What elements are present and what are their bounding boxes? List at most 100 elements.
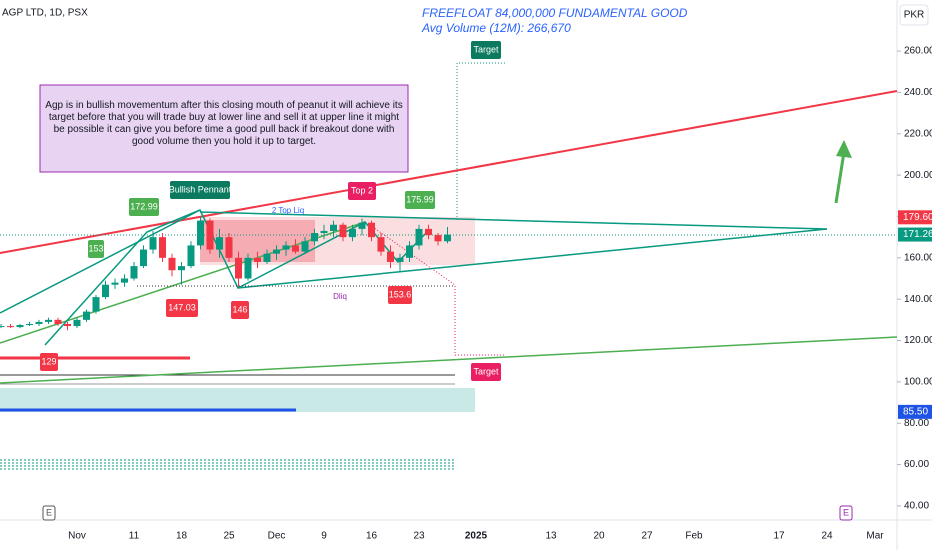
candle-body bbox=[368, 222, 375, 238]
text-box-text: Agp is in bullish movementum after this … bbox=[45, 100, 403, 147]
candle-body bbox=[45, 319, 52, 322]
candle-body bbox=[292, 245, 299, 252]
currency-box[interactable] bbox=[899, 4, 929, 26]
zone bbox=[0, 388, 475, 412]
x-tick-label: 25 bbox=[223, 531, 235, 542]
text-box-content: Agp is in bullish movementum after this … bbox=[45, 100, 403, 147]
callout-label: 153.6 bbox=[389, 289, 412, 299]
candle-body bbox=[187, 245, 195, 267]
price-label: 85.50 bbox=[903, 407, 928, 418]
trendline bbox=[199, 211, 828, 230]
y-tick-label: 240.00 bbox=[904, 87, 932, 98]
candle-body bbox=[73, 319, 81, 327]
price-label-box bbox=[898, 227, 932, 242]
candle-body bbox=[35, 321, 43, 324]
y-tick-label: 260.00 bbox=[904, 46, 932, 57]
candle-body bbox=[206, 220, 214, 250]
callout-label: 172.99 bbox=[130, 201, 158, 211]
callout-box bbox=[348, 182, 376, 200]
candle-body bbox=[377, 237, 385, 252]
x-tick-label: Nov bbox=[68, 531, 86, 542]
x-tick-label: 20 bbox=[593, 531, 605, 542]
candle-body bbox=[444, 234, 451, 242]
candle-body bbox=[406, 245, 413, 258]
trendline bbox=[0, 90, 898, 254]
x-tick-label: 11 bbox=[129, 531, 140, 542]
callout-label: 153 bbox=[88, 243, 103, 253]
candle-body bbox=[159, 237, 166, 258]
x-tick-label: 17 bbox=[773, 531, 785, 542]
candle-body bbox=[121, 278, 128, 283]
candle-body bbox=[254, 257, 261, 262]
candle-body bbox=[263, 253, 271, 262]
arrow-head bbox=[836, 140, 852, 158]
callout-label: 147.03 bbox=[168, 302, 196, 312]
candle-body bbox=[178, 266, 185, 271]
trendline bbox=[0, 336, 898, 384]
text-box bbox=[39, 84, 409, 173]
event-marker bbox=[42, 505, 56, 521]
candle-body bbox=[149, 237, 157, 250]
callout-box bbox=[166, 299, 198, 317]
x-tick-label: 2025 bbox=[465, 531, 488, 542]
currency[interactable]: PKR bbox=[904, 10, 925, 21]
callout-box bbox=[471, 363, 501, 381]
x-tick-label: Feb bbox=[685, 531, 703, 542]
x-tick-label: Dec bbox=[268, 531, 286, 542]
x-tick-label: 16 bbox=[366, 531, 378, 542]
candle-body bbox=[301, 241, 309, 252]
callout-box bbox=[170, 181, 230, 199]
y-tick-label: 120.00 bbox=[904, 335, 932, 346]
x-tick-label: Mar bbox=[866, 531, 884, 542]
candle-body bbox=[339, 224, 347, 238]
note-label: 2 Top Liq bbox=[272, 206, 304, 215]
callout-label: 146 bbox=[232, 304, 247, 314]
x-tick-label: 13 bbox=[545, 531, 557, 542]
candle-body bbox=[358, 222, 366, 229]
candle-body bbox=[396, 257, 404, 262]
callout-box bbox=[231, 301, 249, 319]
callout-box bbox=[88, 240, 104, 258]
y-tick-label: 200.00 bbox=[904, 170, 932, 181]
callout-label: 129 bbox=[41, 356, 56, 366]
wave-line bbox=[44, 209, 428, 346]
candle-body bbox=[16, 325, 24, 328]
y-tick-label: 80.00 bbox=[904, 418, 929, 429]
x-tick-label: 24 bbox=[821, 531, 833, 542]
arrow bbox=[834, 151, 846, 204]
x-tick-label: 18 bbox=[176, 531, 188, 542]
y-tick-label: 100.00 bbox=[904, 377, 932, 388]
candle-body bbox=[0, 326, 5, 328]
candle-body bbox=[320, 230, 328, 234]
candle-body bbox=[26, 323, 33, 326]
candle-body bbox=[111, 282, 119, 285]
candle-body bbox=[244, 257, 252, 279]
callout-box bbox=[129, 198, 159, 216]
y-tick-label: 220.00 bbox=[904, 128, 932, 139]
note: FREEFLOAT 84,000,000 FUNDAMENTAL GOOD bbox=[422, 6, 688, 20]
candle-body bbox=[83, 311, 90, 320]
callout-box bbox=[405, 191, 435, 209]
callout-box bbox=[388, 286, 412, 304]
note-label: Dliq bbox=[333, 292, 347, 301]
candle-body bbox=[64, 323, 71, 327]
candle-body bbox=[235, 257, 242, 279]
candle-body bbox=[168, 257, 176, 271]
candle-body bbox=[54, 319, 62, 324]
candle-body bbox=[197, 220, 204, 246]
price-label-box bbox=[898, 210, 932, 225]
candle-body bbox=[102, 284, 109, 298]
y-tick-label: 60.00 bbox=[904, 459, 929, 470]
x-tick-label: 23 bbox=[413, 531, 425, 542]
candle-body bbox=[387, 251, 394, 262]
callout-label: Target bbox=[473, 366, 499, 376]
callout-label: 175.99 bbox=[406, 194, 434, 204]
candle-body bbox=[311, 233, 318, 242]
callout-box bbox=[471, 41, 501, 59]
symbol-title: AGP LTD, 1D, PSX bbox=[2, 8, 88, 19]
price-label: 171.26 bbox=[903, 229, 932, 240]
callout-box bbox=[40, 353, 58, 371]
trendline bbox=[0, 209, 201, 314]
